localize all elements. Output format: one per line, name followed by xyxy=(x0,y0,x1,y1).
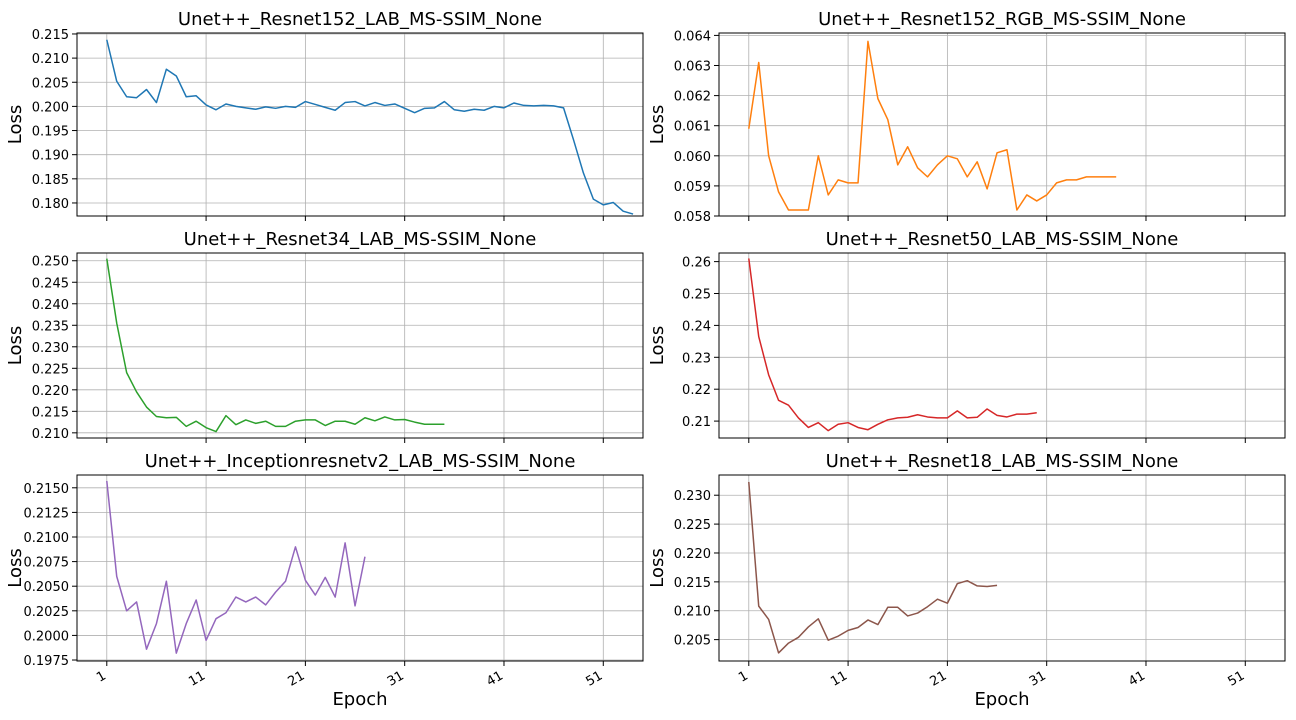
chart-1-ytick-label: 0.063 xyxy=(674,60,711,75)
chart-5-ytick-label: 0.225 xyxy=(674,518,711,533)
chart-5-ytick-label: 0.230 xyxy=(674,489,711,504)
chart-5-xtick-label: 1 xyxy=(736,668,751,685)
chart-0-ytick-label: 0.185 xyxy=(32,173,69,188)
chart-1-ytick-label: 0.062 xyxy=(674,90,711,105)
chart-5-xtick-label: 11 xyxy=(828,668,850,689)
chart-4-y-axis-label: Loss xyxy=(5,548,26,587)
chart-4-ytick-label: 0.2075 xyxy=(24,556,70,571)
chart-1-y-axis-label: Loss xyxy=(647,105,668,144)
chart-5-title: Unet++_Resnet18_LAB_MS-SSIM_None xyxy=(826,451,1179,472)
chart-1-ytick-label: 0.061 xyxy=(674,120,711,135)
x-axis-label-left: Epoch xyxy=(332,689,387,710)
chart-5-xtick-label: 51 xyxy=(1225,668,1247,689)
chart-2-title: Unet++_Resnet34_LAB_MS-SSIM_None xyxy=(184,229,537,250)
chart-5-ytick-label: 0.215 xyxy=(674,576,711,591)
chart-4-xtick-label: 51 xyxy=(583,668,605,689)
chart-4-ytick-label: 0.2025 xyxy=(24,605,70,620)
chart-4-ytick-label: 0.2150 xyxy=(24,482,70,497)
chart-5-y-axis-label: Loss xyxy=(647,548,668,587)
chart-5-ytick-label: 0.205 xyxy=(674,634,711,649)
chart-1-ytick-label: 0.060 xyxy=(674,150,711,165)
chart-4: 0.1975 0.2000 0.2025 0.2050 0.2075 0.2100 0.21… xyxy=(5,451,644,690)
chart-3-ytick-label: 0.26 xyxy=(682,256,711,271)
chart-0-ytick-label: 0.205 xyxy=(32,76,69,91)
chart-4-xtick-label: 21 xyxy=(286,668,308,689)
chart-0-ytick-label: 0.190 xyxy=(32,149,69,164)
chart-0-ytick-label: 0.210 xyxy=(32,52,69,67)
chart-2-ytick-label: 0.240 xyxy=(32,298,69,313)
chart-0-ytick-label: 0.200 xyxy=(32,100,69,115)
chart-2-ytick-label: 0.235 xyxy=(32,319,69,334)
chart-2-y-axis-label: Loss xyxy=(5,326,26,365)
chart-4-ytick-label: 0.2050 xyxy=(24,580,70,595)
chart-3-y-axis-label: Loss xyxy=(647,326,668,365)
chart-4-title: Unet++_Inceptionresnetv2_LAB_MS-SSIM_Non… xyxy=(145,451,576,472)
chart-1-series-line xyxy=(748,40,1117,211)
chart-5-xtick-label: 21 xyxy=(928,668,950,689)
chart-3-series-line xyxy=(748,258,1037,432)
chart-5-xtick-label: 31 xyxy=(1027,668,1049,689)
chart-3-ytick-label: 0.25 xyxy=(682,288,711,303)
chart-0-ytick-label: 0.215 xyxy=(32,28,69,43)
chart-5-xtick-label: 41 xyxy=(1126,668,1148,689)
chart-2-ytick-label: 0.230 xyxy=(32,341,69,356)
chart-4-ytick-label: 0.1975 xyxy=(24,654,70,669)
chart-4-xtick-label: 11 xyxy=(186,668,208,689)
chart-2-ytick-label: 0.245 xyxy=(32,276,69,291)
chart-5-plot-frame xyxy=(718,474,1286,662)
chart-1-ytick-label: 0.064 xyxy=(674,29,711,44)
chart-4-ytick-label: 0.2125 xyxy=(24,506,70,521)
chart-3: 0.21 0.22 0.23 0.24 0.25 0.26 Unet++_Resnet50_… xyxy=(647,229,1286,443)
chart-0-ytick-label: 0.180 xyxy=(32,197,69,212)
chart-5-series-line xyxy=(748,481,998,654)
chart-4-ytick-label: 0.2100 xyxy=(24,531,70,546)
chart-2-ytick-label: 0.210 xyxy=(32,427,69,442)
chart-2-ytick-label: 0.215 xyxy=(32,405,69,420)
chart-4-ytick-label: 0.2000 xyxy=(24,629,70,644)
chart-3-title: Unet++_Resnet50_LAB_MS-SSIM_None xyxy=(826,229,1179,250)
chart-0-series-line xyxy=(106,39,634,215)
chart-3-ytick-label: 0.24 xyxy=(682,319,711,334)
chart-4-xtick-label: 31 xyxy=(385,668,407,689)
chart-1: 0.058 0.059 0.060 0.061 0.062 0.063 0.064 Unet+… xyxy=(647,9,1286,225)
chart-1-plot-frame xyxy=(718,32,1286,217)
chart-0-plot-frame xyxy=(76,32,644,217)
chart-4-plot-frame xyxy=(76,474,644,662)
chart-0-y-axis-label: Loss xyxy=(5,105,26,144)
chart-2: 0.210 0.215 0.220 0.225 0.230 0.235 0.240 0.245… xyxy=(5,229,644,443)
chart-4-series-line xyxy=(106,480,366,654)
chart-0: 0.180 0.185 0.190 0.195 0.200 0.205 0.210 0.215… xyxy=(5,9,644,221)
chart-5-ytick-label: 0.210 xyxy=(674,605,711,620)
chart-5-ytick-label: 0.220 xyxy=(674,547,711,562)
chart-4-xtick-label: 41 xyxy=(484,668,506,689)
chart-1-ytick-label: 0.058 xyxy=(674,210,711,225)
chart-1-title: Unet++_Resnet152_RGB_MS-SSIM_None xyxy=(818,9,1186,30)
chart-2-series-line xyxy=(106,258,445,433)
chart-1-ytick-label: 0.059 xyxy=(674,180,711,195)
chart-3-ytick-label: 0.23 xyxy=(682,351,711,366)
chart-4-xtick-label: 1 xyxy=(94,668,109,685)
x-axis-label-right: Epoch xyxy=(974,689,1029,710)
chart-0-ytick-label: 0.195 xyxy=(32,125,69,140)
chart-3-ytick-label: 0.21 xyxy=(682,415,711,430)
chart-3-plot-frame xyxy=(718,252,1286,439)
chart-2-plot-frame xyxy=(76,252,644,439)
chart-0-title: Unet++_Resnet152_LAB_MS-SSIM_None xyxy=(178,9,542,30)
chart-2-ytick-label: 0.220 xyxy=(32,384,69,399)
chart-2-ytick-label: 0.250 xyxy=(32,255,69,270)
chart-3-ytick-label: 0.22 xyxy=(682,383,711,398)
chart-2-ytick-label: 0.225 xyxy=(32,362,69,377)
